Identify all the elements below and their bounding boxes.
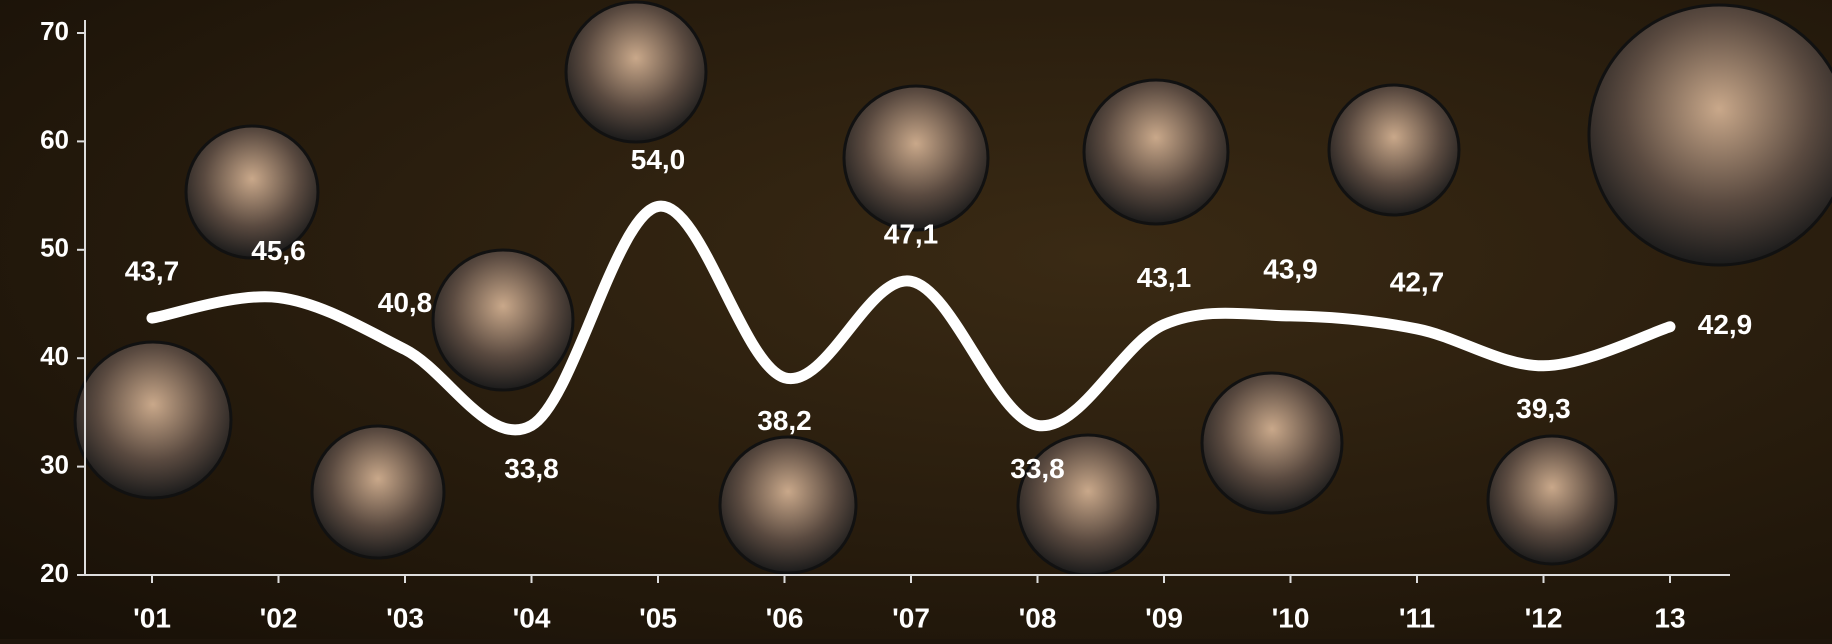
y-tick-label: 20 — [40, 558, 69, 588]
data-label: 42,9 — [1698, 309, 1753, 340]
data-label: 40,8 — [378, 287, 433, 318]
data-label: 43,9 — [1263, 253, 1318, 284]
y-tick-label: 70 — [40, 16, 69, 46]
y-tick-label: 40 — [40, 341, 69, 371]
photos — [73, 0, 1832, 577]
photo — [1200, 371, 1344, 515]
photo — [310, 424, 446, 560]
x-tick-label: '01 — [133, 602, 171, 633]
data-label: 38,2 — [757, 405, 812, 436]
photo — [184, 124, 320, 260]
x-tick-label: '11 — [1399, 602, 1435, 633]
y-tick-label: 30 — [40, 449, 69, 479]
y-tick-label: 50 — [40, 233, 69, 263]
photo — [1587, 3, 1832, 267]
x-tick-label: '04 — [513, 602, 551, 633]
photo — [1082, 78, 1230, 226]
photo — [564, 0, 708, 144]
data-label: 39,3 — [1516, 393, 1571, 424]
data-label: 33,8 — [504, 453, 559, 484]
x-tick-label: '09 — [1145, 602, 1183, 633]
photo — [1486, 434, 1618, 566]
x-tick-label: '07 — [892, 602, 930, 633]
data-label: 43,7 — [125, 255, 180, 286]
x-tick-label: '05 — [639, 602, 677, 633]
data-label: 43,1 — [1137, 262, 1192, 293]
x-tick-label: '06 — [766, 602, 804, 633]
photo — [1327, 83, 1461, 217]
data-label: 47,1 — [884, 219, 939, 250]
x-tick-label: '03 — [386, 602, 424, 633]
x-tick-label: '08 — [1019, 602, 1057, 633]
x-tick-label: 13 — [1654, 602, 1685, 633]
photo — [431, 248, 575, 392]
data-label: 54,0 — [631, 144, 686, 175]
photo — [718, 435, 858, 575]
line — [146, 200, 1676, 436]
x-tick-label: '10 — [1272, 602, 1310, 633]
photo — [73, 340, 233, 500]
data-label: 42,7 — [1390, 266, 1445, 297]
data-label: 33,8 — [1010, 453, 1065, 484]
x-tick-label: '02 — [260, 602, 298, 633]
photo — [842, 84, 990, 232]
x-tick-label: '12 — [1525, 602, 1563, 633]
y-tick-label: 60 — [40, 124, 69, 154]
data-label: 45,6 — [251, 235, 306, 266]
